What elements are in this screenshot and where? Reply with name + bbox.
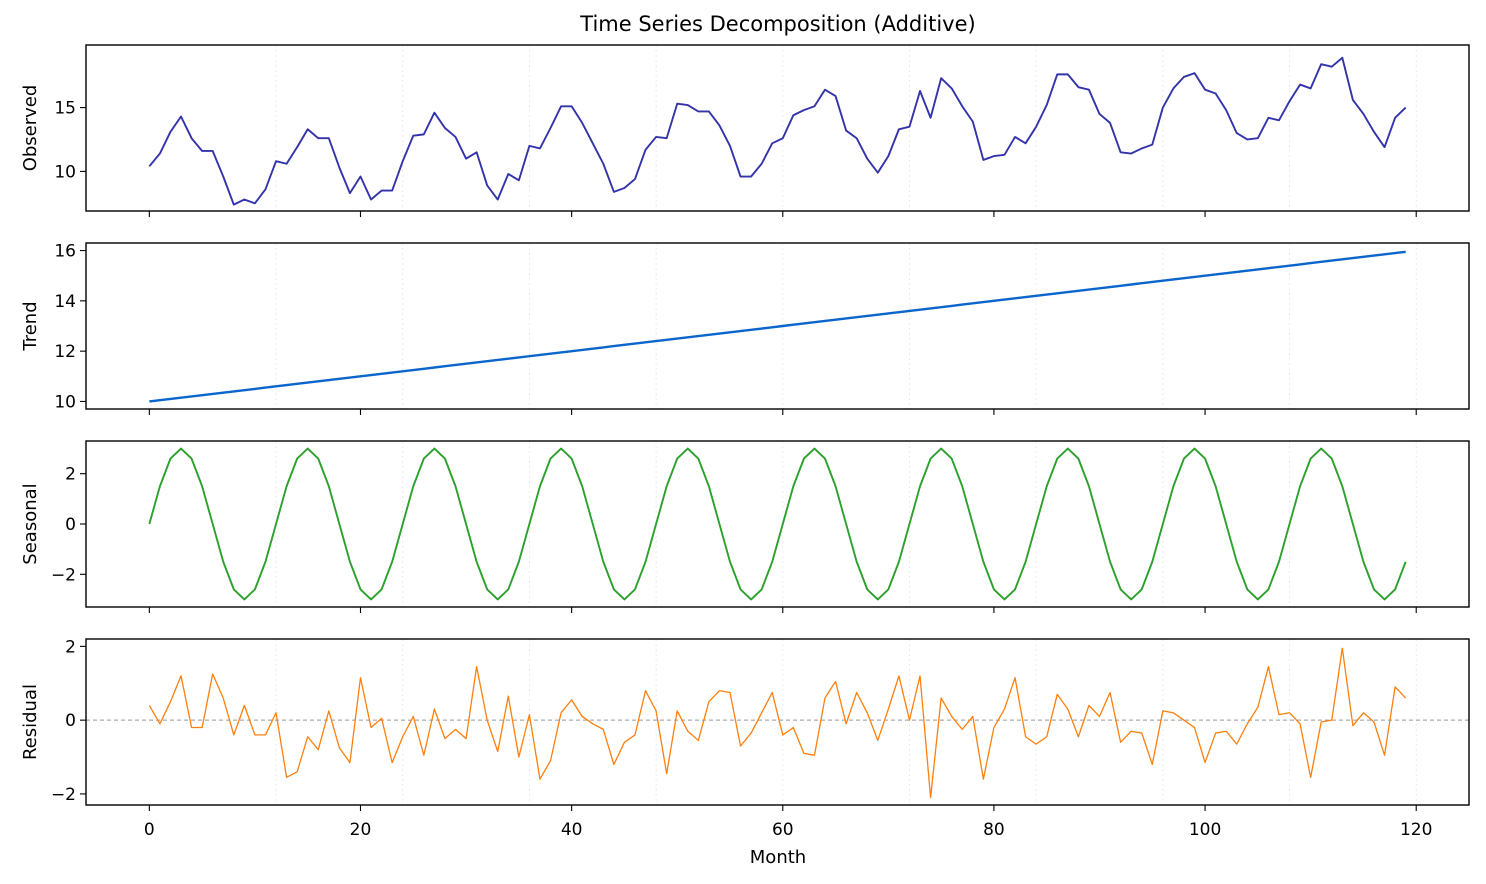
chart-title: Time Series Decomposition (Additive)	[579, 12, 975, 36]
trend-ylabel: Trend	[20, 301, 41, 351]
observed-panel: 10 15 Observed	[20, 44, 1470, 217]
observed-ytick-label: 10	[54, 162, 76, 182]
x-axis-label: Month	[750, 847, 806, 868]
seasonal-ytick-label: 0	[65, 515, 76, 535]
observed-ylabel: Observed	[20, 85, 41, 172]
trend-ytick-label: 14	[54, 292, 76, 312]
xtick-label: 120	[1400, 820, 1432, 840]
xtick-label: 100	[1189, 820, 1221, 840]
xtick-label: 20	[350, 820, 372, 840]
xtick-label: 0	[144, 820, 155, 840]
observed-series-line	[148, 56, 1407, 206]
xtick-label: 60	[772, 820, 794, 840]
seasonal-ytick-label: 2	[65, 465, 76, 485]
seasonal-ytick-label: −2	[51, 565, 76, 585]
observed-ytick-label: 15	[54, 99, 76, 119]
observed-axes-frame	[85, 44, 1470, 212]
residual-ytick-label: 0	[65, 711, 76, 731]
residual-ytick-label: −2	[51, 785, 76, 805]
seasonal-panel: −2 0 2 Seasonal	[20, 440, 1470, 613]
seasonal-series-line	[148, 447, 1407, 601]
xtick-label: 40	[561, 820, 583, 840]
trend-panel: 10 12 14 16 Trend	[20, 242, 1470, 415]
panels-container: 10 15 Observed 10 12 14 16 Trend −2 0 2 Seasonal −2 0…	[20, 44, 1470, 840]
seasonal-ylabel: Seasonal	[20, 483, 41, 564]
residual-ytick-label: 2	[65, 637, 76, 657]
xtick-label: 80	[983, 820, 1005, 840]
trend-ytick-label: 16	[54, 242, 76, 262]
residual-ylabel: Residual	[20, 684, 41, 760]
trend-axes-frame	[85, 242, 1470, 410]
trend-series-line	[149, 250, 1406, 403]
residual-series-line	[148, 647, 1407, 799]
trend-ytick-label: 12	[54, 342, 76, 362]
trend-ytick-label: 10	[54, 392, 76, 412]
residual-axes-frame	[85, 638, 1470, 806]
